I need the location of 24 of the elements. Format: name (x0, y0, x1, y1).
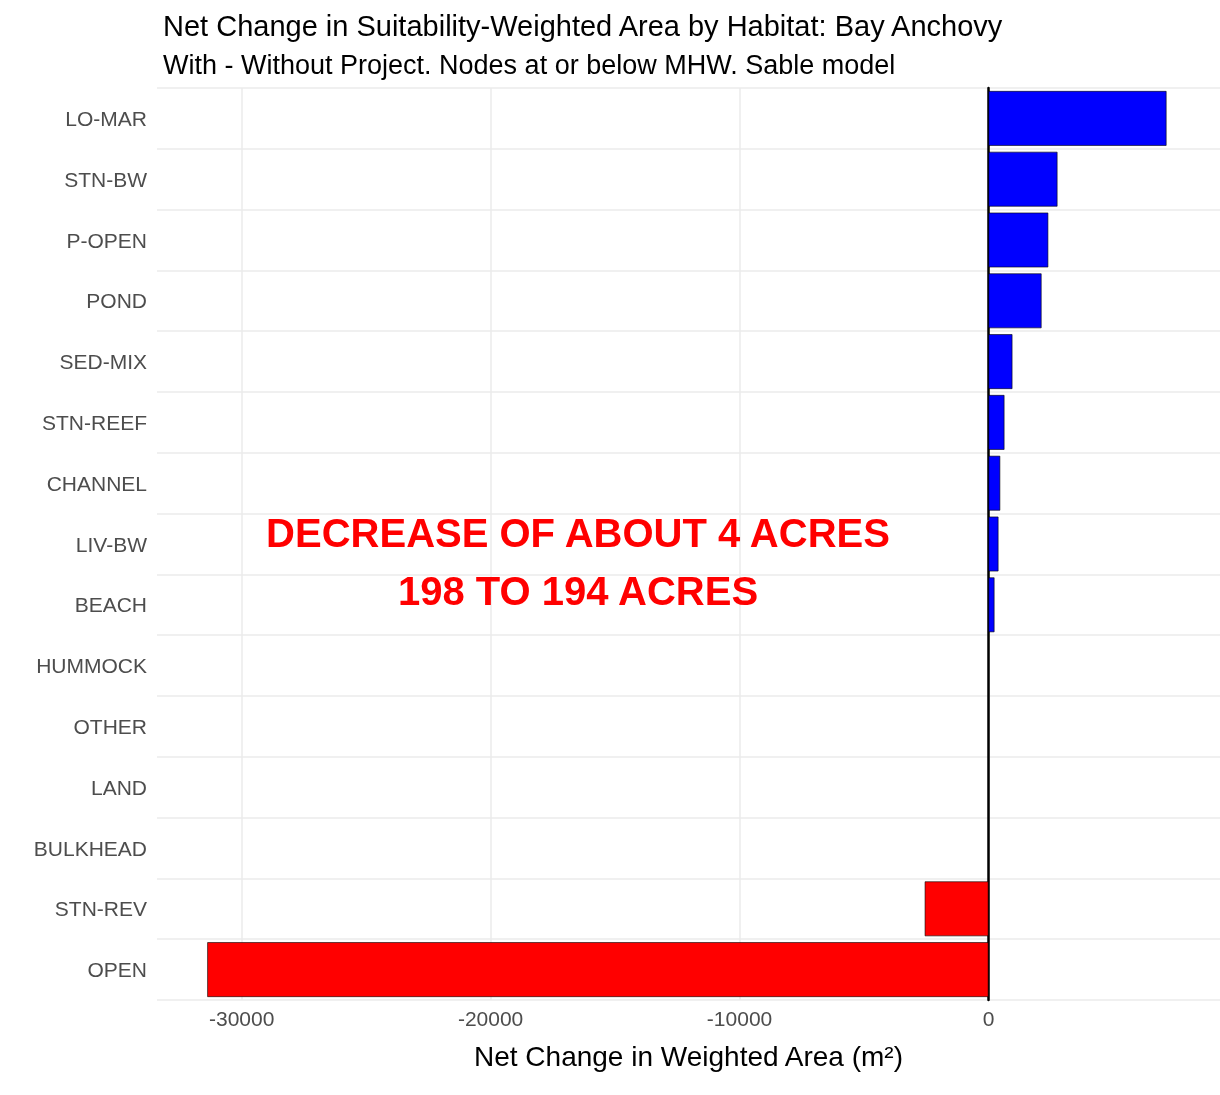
y-tick-label: LO-MAR (65, 106, 147, 130)
chart-title: Net Change in Suitability-Weighted Area by Habitat: Bay Anchovy (163, 9, 1003, 42)
y-tick-label: BULKHEAD (33, 836, 147, 860)
x-tick-label: -30000 (208, 1007, 275, 1030)
x-axis-title: Net Change in Weighted Area (m²) (473, 1040, 904, 1072)
y-tick-label: STN-BW (64, 167, 148, 191)
annotation: 198 TO 194 ACRES (397, 569, 759, 613)
y-tick-label: STN-REEF (42, 410, 147, 434)
x-tick-label: -10000 (706, 1007, 773, 1030)
y-tick-label: P-OPEN (66, 228, 147, 252)
y-tick-label: POND (86, 289, 147, 313)
y-tick-label: CHANNEL (46, 471, 147, 495)
y-tick-label: LIV-BW (75, 532, 148, 556)
x-tick-label: -20000 (457, 1007, 524, 1030)
chart-subtitle: With - Without Project. Nodes at or below MHW. Sable model (163, 49, 896, 80)
annotation: DECREASE OF ABOUT 4 ACRES (266, 511, 890, 555)
y-tick-label: OTHER (73, 714, 147, 738)
y-tick-label: OPEN (87, 958, 147, 982)
y-tick-label: SED-MIX (59, 350, 147, 374)
y-tick-label: STN-REV (54, 897, 147, 921)
y-tick-label: HUMMOCK (36, 654, 147, 678)
y-tick-label: LAND (90, 775, 147, 799)
y-tick-label: BEACH (74, 593, 147, 617)
x-tick-label: 0 (982, 1007, 995, 1030)
